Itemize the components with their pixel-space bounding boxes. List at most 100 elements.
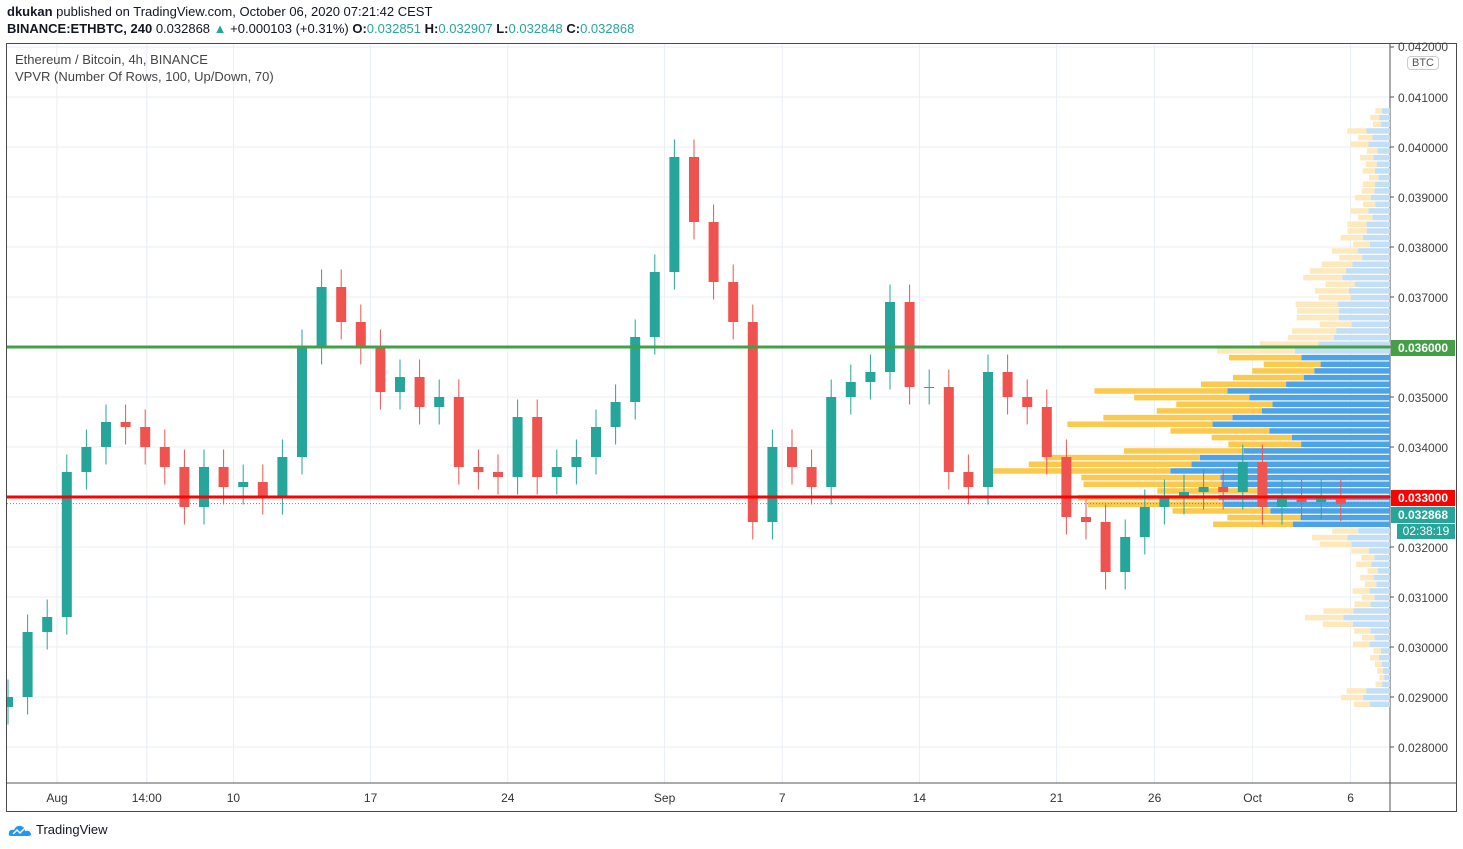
- vp-down-bar: [1292, 328, 1337, 334]
- vp-up-bar: [1375, 201, 1390, 207]
- vp-up-bar: [1368, 141, 1390, 147]
- vp-up-bar: [1300, 514, 1390, 521]
- up-triangle-icon: ▲: [213, 21, 227, 36]
- candle-body: [257, 482, 268, 497]
- vp-up-bar: [1370, 601, 1390, 607]
- vp-up-bar: [1292, 521, 1390, 527]
- vp-down-bar: [1341, 694, 1364, 701]
- vp-down-bar: [1287, 334, 1334, 341]
- vp-up-bar: [1372, 214, 1390, 221]
- chart-legend: Ethereum / Bitcoin, 4h, BINANCE VPVR (Nu…: [15, 52, 274, 86]
- x-tick-label: 24: [501, 791, 515, 805]
- author[interactable]: dkukan: [7, 4, 53, 19]
- candle-body: [649, 272, 660, 337]
- vp-up-bar: [1381, 661, 1390, 667]
- vp-up-bar: [1220, 474, 1390, 481]
- candles: [7, 139, 1346, 725]
- vp-down-bar: [1353, 241, 1370, 247]
- candle-body: [1159, 497, 1170, 507]
- vp-down-bar: [1134, 394, 1250, 401]
- vp-down-bar: [1362, 181, 1375, 187]
- vp-down-bar: [1379, 674, 1385, 681]
- vp-up-bar: [1338, 301, 1390, 307]
- brand-name: TradingView: [36, 822, 108, 837]
- vp-down-bar: [1094, 388, 1228, 394]
- vp-down-bar: [1067, 421, 1213, 427]
- vp-up-bar: [1370, 194, 1390, 201]
- vp-down-bar: [1352, 641, 1370, 647]
- candle-body: [708, 222, 719, 282]
- vp-down-bar: [1156, 408, 1262, 414]
- vp-up-bar: [1358, 528, 1390, 534]
- candle-body: [316, 287, 327, 347]
- vp-down-bar: [1044, 454, 1200, 461]
- vp-down-bar: [1360, 154, 1374, 161]
- candle-body: [904, 302, 915, 387]
- currency-badge[interactable]: BTC: [1407, 56, 1439, 70]
- y-tick-label: 0.029000: [1398, 691, 1448, 705]
- candle-body: [199, 467, 209, 507]
- candle-body: [1081, 517, 1091, 522]
- vp-down-bar: [1362, 168, 1375, 174]
- vp-down-bar: [1211, 434, 1292, 441]
- candle-body: [689, 157, 699, 222]
- candle-body: [1257, 462, 1268, 507]
- vp-down-bar: [1081, 474, 1221, 481]
- vp-down-bar: [1373, 648, 1381, 654]
- vp-up-bar: [1352, 621, 1390, 627]
- vp-up-bar: [1376, 161, 1390, 167]
- vp-down-bar: [1227, 514, 1301, 521]
- y-tick-label: 0.030000: [1398, 641, 1448, 655]
- candle-body: [983, 372, 993, 487]
- candle-body: [473, 467, 484, 472]
- candle-body: [414, 377, 425, 407]
- candle-body: [806, 467, 817, 487]
- vp-up-bar: [1351, 541, 1390, 547]
- candle-body: [277, 457, 288, 497]
- indicator-title[interactable]: VPVR (Number Of Rows, 100, Up/Down, 70): [15, 69, 274, 84]
- vp-up-bar: [1333, 334, 1390, 341]
- y-tick-label: 0.037000: [1398, 291, 1448, 305]
- vp-up-bar: [1366, 688, 1390, 694]
- y-tick-label: 0.039000: [1398, 191, 1448, 205]
- candle-body: [1100, 522, 1111, 572]
- candle-body: [395, 377, 405, 392]
- vp-down-bar: [1347, 228, 1367, 234]
- vp-down-bar: [1370, 654, 1380, 661]
- vp-down-bar: [1172, 508, 1271, 514]
- vp-down-bar: [1295, 301, 1339, 307]
- vp-up-bar: [1373, 154, 1390, 161]
- vp-down-bar: [1367, 568, 1378, 574]
- vp-up-bar: [1366, 228, 1390, 234]
- vp-up-bar: [1249, 394, 1390, 401]
- vp-down-bar: [1340, 234, 1363, 241]
- y-tick-label: 0.035000: [1398, 391, 1448, 405]
- vp-down-bar: [1377, 668, 1383, 674]
- vp-down-bar: [1370, 114, 1380, 121]
- open-label: O:: [352, 21, 367, 36]
- candle-body: [434, 397, 445, 407]
- y-tick-label: 0.040000: [1398, 141, 1448, 155]
- vp-down-bar: [1365, 161, 1377, 167]
- vp-down-bar: [1297, 308, 1339, 314]
- close-value: 0.032868: [580, 21, 635, 36]
- candle-body: [1179, 492, 1189, 497]
- vp-down-bar: [1322, 621, 1353, 627]
- vp-down-bar: [1103, 414, 1233, 421]
- vp-up-bar: [1374, 168, 1390, 174]
- vp-down-bar: [1228, 441, 1302, 447]
- candle-body: [551, 467, 562, 477]
- candle-body: [159, 447, 170, 467]
- candle-body: [885, 302, 895, 372]
- vp-down-bar: [1346, 688, 1367, 694]
- candle-body: [591, 427, 601, 457]
- vp-down-bar: [1318, 294, 1351, 301]
- candle-body: [787, 447, 797, 467]
- vp-up-bar: [1377, 148, 1390, 154]
- vp-down-bar: [1213, 521, 1293, 527]
- tradingview-logo[interactable]: TradingView: [8, 822, 108, 837]
- candle-body: [1277, 497, 1287, 507]
- vp-down-bar: [1374, 661, 1382, 667]
- candle-body: [963, 472, 974, 487]
